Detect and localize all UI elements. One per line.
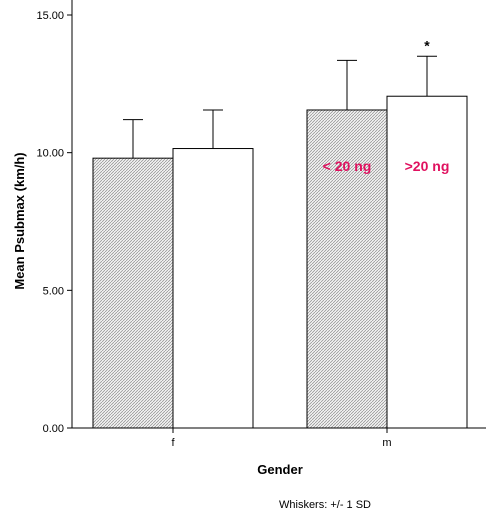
annotation-more-than-20ng: >20 ng xyxy=(405,158,450,174)
y-tick-label: 0.00 xyxy=(43,423,64,435)
significance-asterisk: * xyxy=(424,37,430,53)
y-tick-label: 15.00 xyxy=(36,10,64,22)
y-tick-label: 10.00 xyxy=(36,148,64,160)
bar-20ng-m xyxy=(306,109,388,429)
whiskers-footnote: Whiskers: +/- 1 SD xyxy=(279,499,371,511)
bar-20ng-m xyxy=(386,95,468,429)
plot-area: < 20 ng >20 ng * xyxy=(92,37,468,429)
y-axis-title: Mean Psubmax (km/h) xyxy=(12,152,27,289)
bar-20ng-f xyxy=(92,157,174,429)
y-axis: 0.00 5.00 10.00 15.00 xyxy=(36,0,73,435)
x-tick-label: f xyxy=(171,437,175,449)
bar-20ng-f xyxy=(172,148,254,429)
x-tick-label: m xyxy=(382,437,391,449)
x-axis-title: Gender xyxy=(257,462,303,477)
y-tick-label: 5.00 xyxy=(43,285,64,297)
annotation-less-than-20ng: < 20 ng xyxy=(323,158,372,174)
